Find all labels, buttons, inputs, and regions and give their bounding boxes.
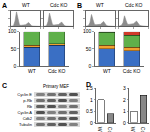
html-text:Cyclin A: Cyclin A — [17, 110, 32, 115]
svg-text:50: 50 — [11, 46, 17, 52]
svg-text:100: 100 — [83, 28, 92, 34]
svg-text:WT: WT — [22, 2, 30, 8]
svg-text:Cdc KO: Cdc KO — [125, 2, 143, 8]
svg-text:WT: WT — [97, 127, 103, 132]
html-text:C: C — [2, 82, 8, 89]
svg-text:1.5: 1.5 — [86, 85, 93, 91]
svg-text:0.5: 0.5 — [86, 108, 93, 114]
svg-text:100: 100 — [8, 28, 17, 34]
svg-text:1: 1 — [123, 108, 126, 114]
svg-text:Cdc KO: Cdc KO — [48, 68, 66, 74]
svg-text:0: 0 — [123, 120, 126, 126]
svg-text:WT: WT — [28, 68, 36, 74]
svg-text:A: A — [2, 2, 7, 9]
html-text:Cdk2: Cdk2 — [22, 116, 32, 121]
svg-text:D: D — [86, 81, 91, 88]
html-text:Tubulin: Tubulin — [19, 122, 32, 127]
svg-text:0: 0 — [14, 63, 17, 69]
svg-text:WT: WT — [103, 68, 111, 74]
svg-text:Cdc KO: Cdc KO — [123, 68, 141, 74]
svg-text:0: 0 — [90, 120, 93, 126]
svg-text:WT: WT — [96, 2, 104, 8]
svg-text:3: 3 — [123, 85, 126, 91]
svg-text:1: 1 — [90, 97, 93, 103]
html-text:Primary MEF: Primary MEF — [42, 84, 70, 89]
html-text:Rb: Rb — [26, 104, 32, 109]
svg-text:0: 0 — [89, 63, 92, 69]
svg-text:Cdc KO: Cdc KO — [50, 2, 68, 8]
html-text:p-Rb: p-Rb — [23, 98, 32, 103]
svg-text:50: 50 — [86, 46, 92, 52]
svg-text:2: 2 — [123, 97, 126, 103]
html-text:Cyclin E: Cyclin E — [17, 92, 32, 97]
svg-text:B: B — [77, 2, 82, 9]
svg-text:WT: WT — [130, 127, 136, 132]
svg-text:Cdc KO: Cdc KO — [140, 127, 146, 132]
svg-text:Cdc KO: Cdc KO — [107, 127, 113, 132]
